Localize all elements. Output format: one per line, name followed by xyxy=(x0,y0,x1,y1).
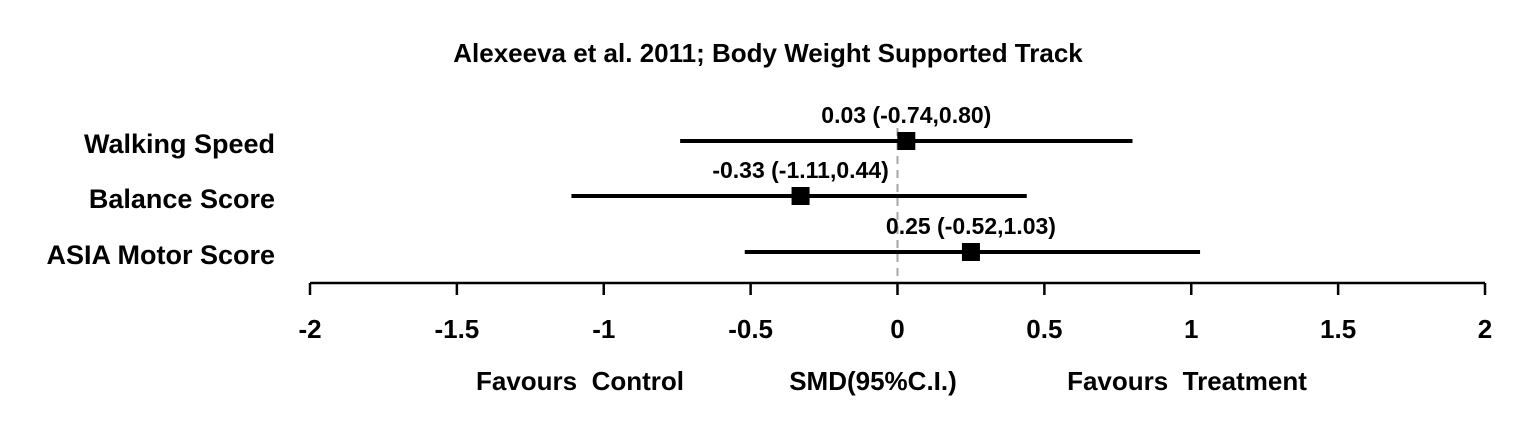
x-tick-label: 1 xyxy=(1184,314,1198,344)
data-label-walking-speed: 0.03 (-0.74,0.80) xyxy=(821,102,991,128)
x-tick-label: 2 xyxy=(1478,314,1492,344)
data-label-balance-score: -0.33 (-1.11,0.44) xyxy=(712,157,888,183)
x-tick-label: -1.5 xyxy=(434,314,479,344)
x-tick-label: -0.5 xyxy=(728,314,773,344)
category-label-walking-speed: Walking Speed xyxy=(84,129,275,159)
footer-favours-treatment: Favours Treatment xyxy=(1067,366,1307,396)
chart-title: Alexeeva et al. 2011; Body Weight Suppor… xyxy=(453,38,1083,68)
x-tick-label: 1.5 xyxy=(1320,314,1356,344)
x-tick-label: 0 xyxy=(890,314,904,344)
footer-favours-control: Favours Control xyxy=(476,366,684,396)
data-label-asia-motor-score: 0.25 (-0.52,1.03) xyxy=(886,213,1056,239)
point-estimate-balance-score xyxy=(791,187,810,205)
category-label-balance-score: Balance Score xyxy=(89,184,275,214)
x-tick-label: 0.5 xyxy=(1026,314,1062,344)
x-axis-ticks: -2 -1.5 -1 -0.5 0 0.5 1 1.5 2 xyxy=(298,283,1492,344)
point-estimate-walking-speed xyxy=(897,132,916,150)
x-tick-label: -1 xyxy=(592,314,615,344)
point-estimate-asia-motor-score xyxy=(961,243,980,261)
forest-marks: Walking Speed 0.03 (-0.74,0.80) Balance Sc… xyxy=(46,102,1201,270)
category-label-asia-motor-score: ASIA Motor Score xyxy=(46,240,275,270)
x-tick-label: -2 xyxy=(298,314,321,344)
footer-smd-label: SMD(95%C.I.) xyxy=(789,366,957,396)
